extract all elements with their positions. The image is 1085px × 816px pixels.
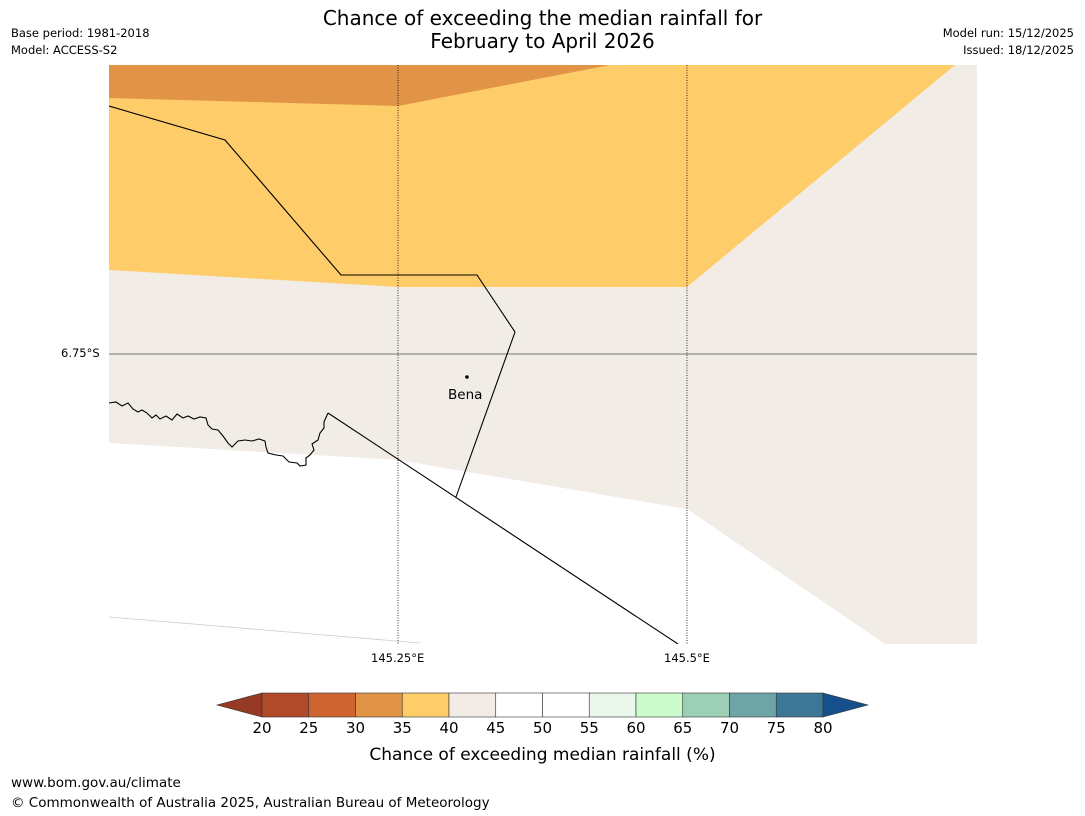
colorbar-tick-label: 45 xyxy=(486,719,506,737)
colorbar-label: Chance of exceeding median rainfall (%) xyxy=(369,745,716,765)
colorbar-segment-b30_35 xyxy=(355,692,403,718)
title-line-1: Chance of exceeding the median rainfall … xyxy=(322,6,763,30)
colorbar-tick-label: 20 xyxy=(252,719,272,737)
colorbar-segment-b35_40 xyxy=(401,692,450,718)
colorbar-segment-b50_55 xyxy=(542,692,590,718)
colorbar-tick-label: 40 xyxy=(439,719,459,737)
bena-label: Bena xyxy=(448,387,483,403)
river-line xyxy=(109,401,329,467)
colorbar-extend-low xyxy=(215,692,263,718)
longitude-label-2: 145.5°E xyxy=(664,651,710,665)
colorbar-tick-label: 50 xyxy=(532,719,553,737)
province-boundary-south xyxy=(327,412,679,644)
colorbar-tick-label: 25 xyxy=(299,719,319,737)
map-title: Chance of exceeding the median rainfall … xyxy=(0,7,1085,53)
issued-date: Issued: 18/12/2025 xyxy=(963,43,1074,57)
colorbar-tick-label: 35 xyxy=(392,719,412,737)
longitude-label-1: 145.25°E xyxy=(371,651,425,665)
colorbar-segment-b45_50 xyxy=(495,692,543,718)
colorbar-segment-b60_65 xyxy=(635,692,684,718)
colorbar-segment-b55_60 xyxy=(588,692,637,718)
title-line-2: February to April 2026 xyxy=(430,29,655,53)
colorbar-segment-b75_80 xyxy=(775,692,824,718)
copyright-text: © Commonwealth of Australia 2025, Austra… xyxy=(11,795,490,811)
colorbar-tick-label: 75 xyxy=(766,719,786,737)
colorbar-segment-b65_70 xyxy=(682,692,730,718)
colorbar-segment-b25_30 xyxy=(308,692,356,718)
colorbar-tick-label: 65 xyxy=(673,719,693,737)
colorbar-tick-label: 60 xyxy=(626,719,646,737)
colorbar-tick-label: 30 xyxy=(345,719,366,737)
colorbar-tick-label: 55 xyxy=(579,719,599,737)
meta-left: Base period: 1981-2018 Model: ACCESS-S2 xyxy=(11,25,150,59)
base-period: Base period: 1981-2018 xyxy=(11,26,150,40)
colorbar-extend-high xyxy=(822,692,870,718)
grid-edge-line xyxy=(109,616,421,644)
colorbar-tick-label: 70 xyxy=(719,719,740,737)
meta-right: Model run: 15/12/2025 Issued: 18/12/2025 xyxy=(943,25,1074,59)
website-link[interactable]: www.bom.gov.au/climate xyxy=(11,775,181,791)
bena-town-dot xyxy=(465,375,469,379)
model-name: Model: ACCESS-S2 xyxy=(11,43,118,57)
colorbar-segment-b40_45 xyxy=(448,692,497,718)
latitude-label: 6.75°S xyxy=(61,346,100,360)
model-run: Model run: 15/12/2025 xyxy=(942,26,1074,40)
colorbar-segment-b70_75 xyxy=(729,692,777,718)
province-boundary xyxy=(109,105,516,498)
colorbar-segment-b20_25 xyxy=(261,692,310,718)
colorbar-tick-label: 80 xyxy=(813,719,833,737)
band-35-40 xyxy=(109,65,955,287)
band-30-35 xyxy=(109,65,610,106)
